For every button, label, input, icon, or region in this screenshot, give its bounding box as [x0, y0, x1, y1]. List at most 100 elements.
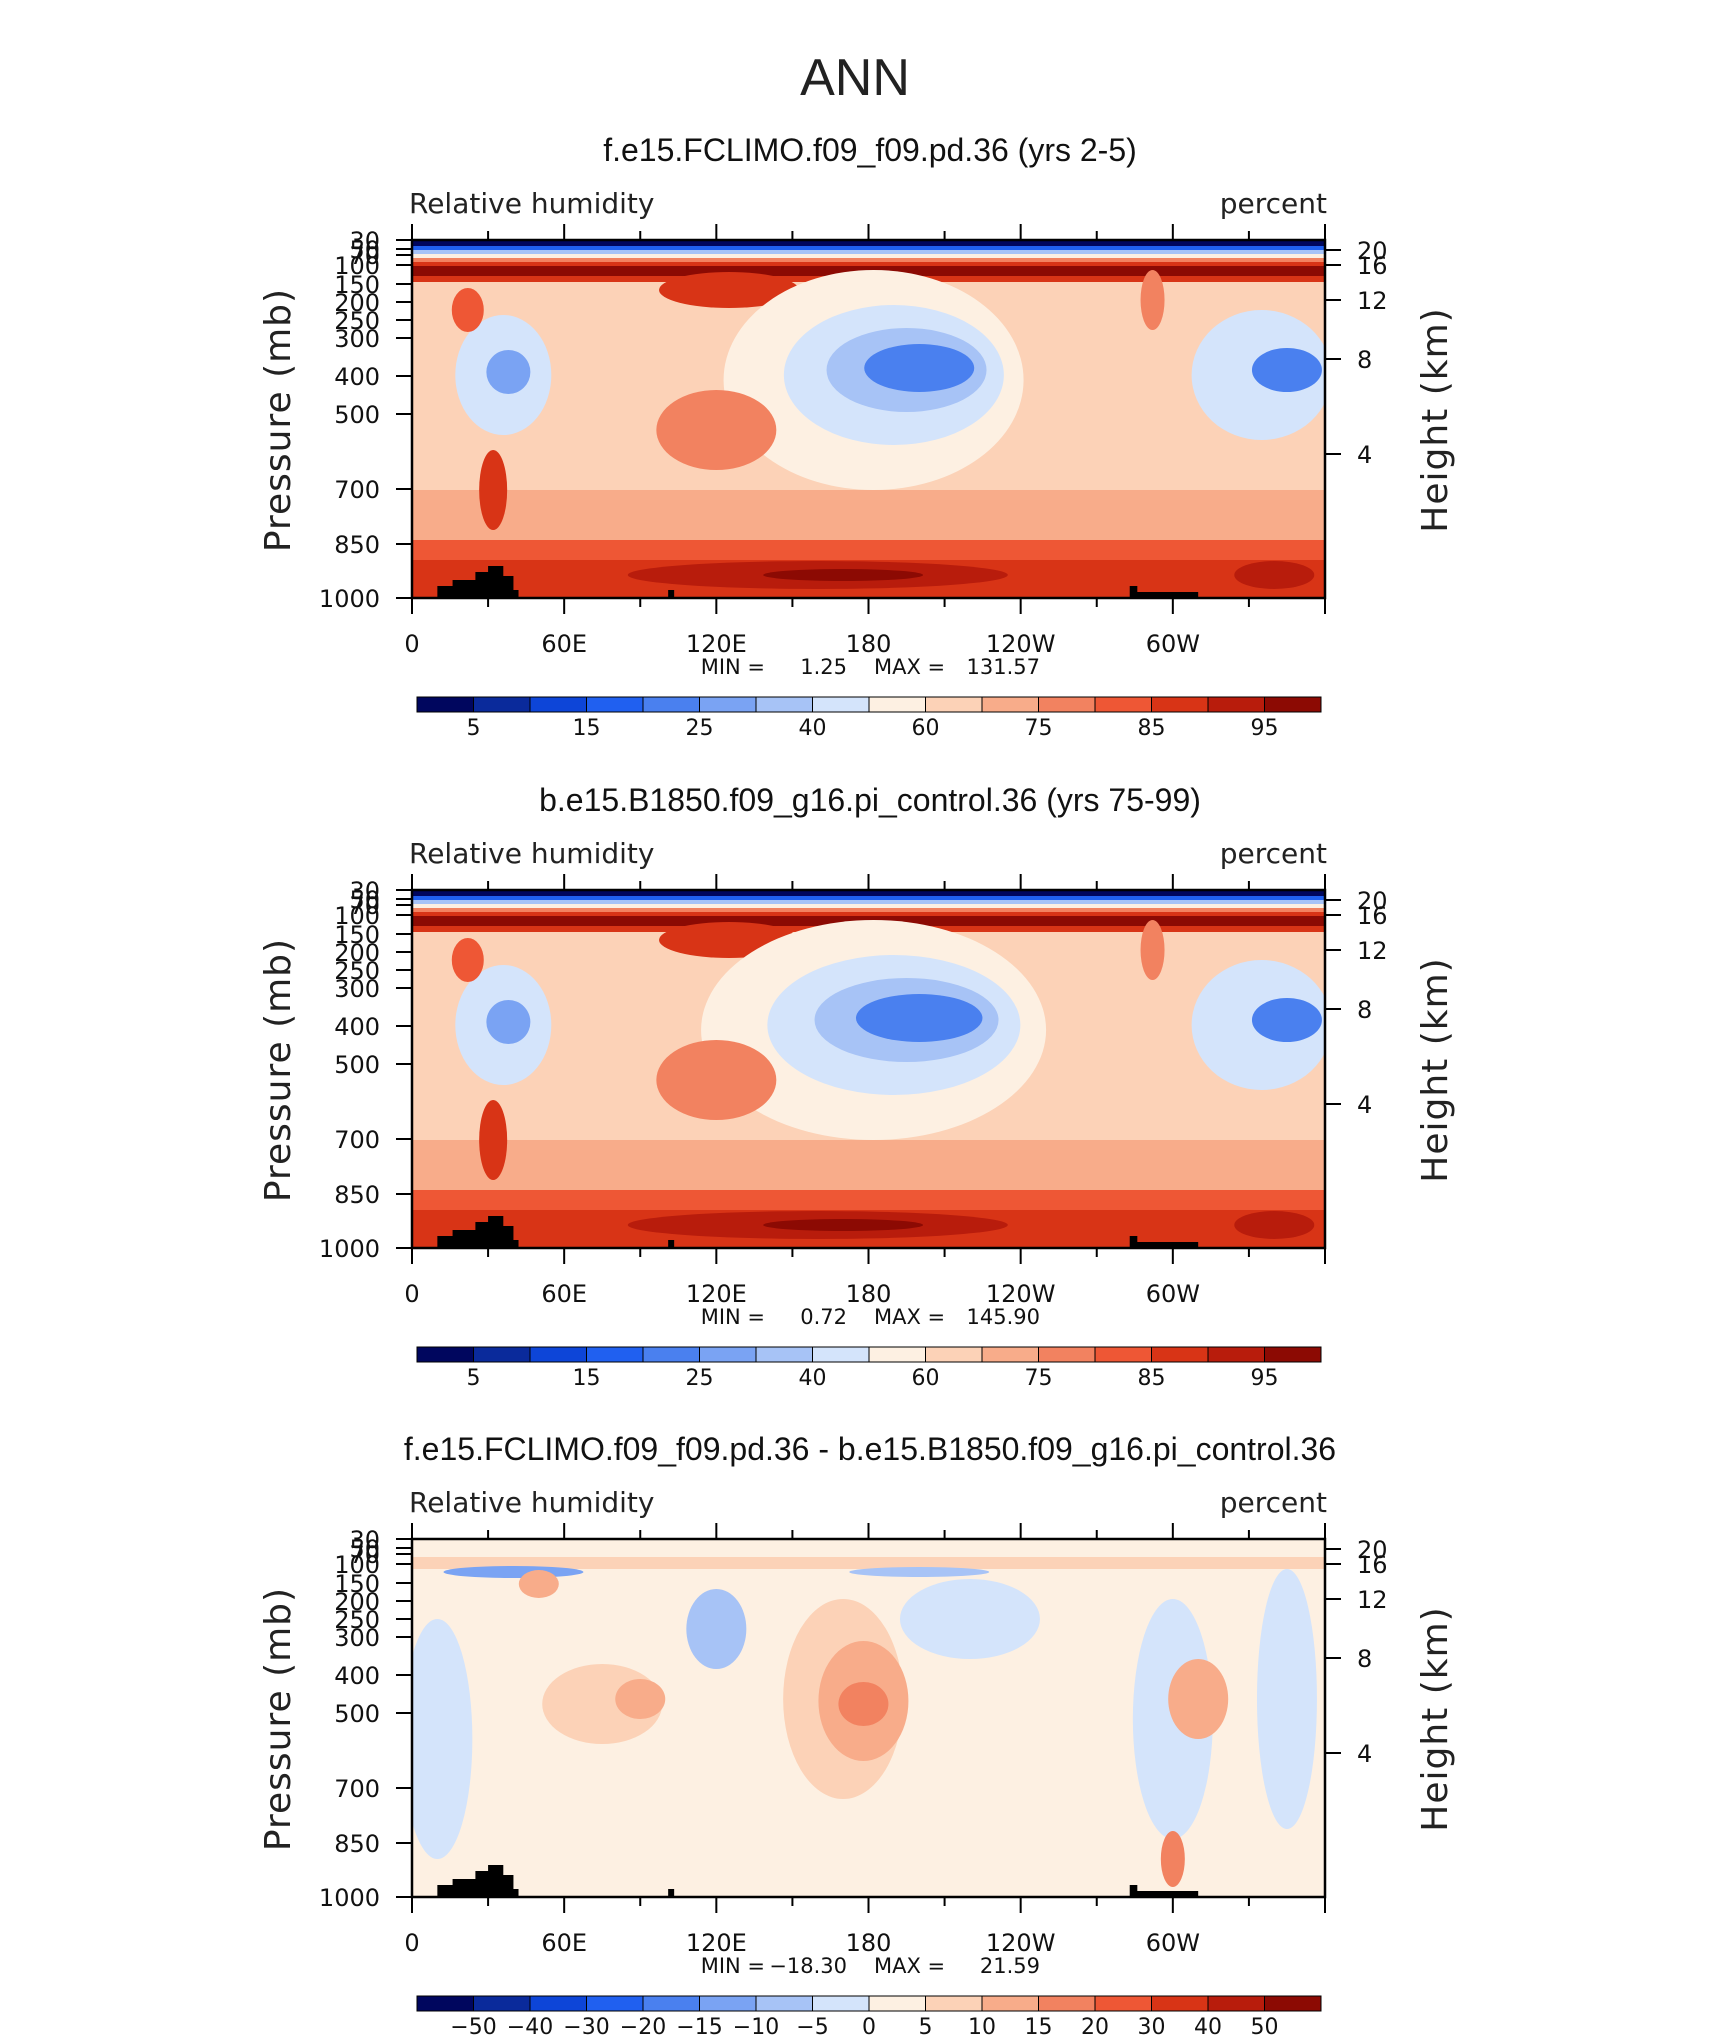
- y-tick-label: 200: [334, 939, 380, 967]
- y-tick-label: 700: [334, 476, 380, 504]
- colorbar-swatch: [586, 1995, 644, 2012]
- colorbar-label: 40: [799, 716, 827, 741]
- colorbar-swatch: [755, 1995, 813, 2012]
- colorbar-swatch: [755, 696, 813, 713]
- y-tick-label: 1000: [319, 585, 380, 613]
- colorbar-swatch: [981, 696, 1039, 713]
- colorbar-swatch: [1038, 1346, 1096, 1363]
- stat-max-label: MAX =: [874, 1305, 945, 1329]
- colorbar-swatch: [473, 1346, 531, 1363]
- field-moist-maritime: [656, 390, 777, 470]
- stat-max-value: 145.90: [967, 1305, 1040, 1329]
- colorbar-swatch: [1207, 1346, 1265, 1363]
- field-max-core-east: [1234, 1211, 1315, 1239]
- colorbar-label: 75: [1025, 716, 1053, 741]
- topography-andes: [1129, 1885, 1199, 1897]
- y-tick-label: 50: [349, 1535, 380, 1563]
- colorbar-swatch: [1207, 696, 1265, 713]
- colorbar-swatch: [642, 1346, 700, 1363]
- height-tick-label: 8: [1357, 1645, 1372, 1673]
- y-tick-label: 150: [334, 1570, 380, 1598]
- y-tick-label: 850: [334, 1830, 380, 1858]
- height-axis-label: Height (km): [1415, 307, 1456, 532]
- y-tick-label: 500: [334, 401, 380, 429]
- y-tick-label: 1000: [319, 1235, 380, 1263]
- stat-min-value: −18.30: [769, 1954, 847, 1978]
- colorbar-label: 95: [1251, 1366, 1279, 1391]
- colorbar-label: 5: [919, 2015, 933, 2038]
- units-label: percent: [1220, 1486, 1327, 1519]
- variable-label: Relative humidity: [409, 187, 654, 220]
- colorbar-swatch: [1207, 1995, 1265, 2012]
- field-neg-atlantic: [1256, 1569, 1317, 1829]
- colorbar-swatch: [642, 1995, 700, 2012]
- height-tick-label: 16: [1357, 252, 1388, 280]
- colorbar-swatch: [1094, 1995, 1152, 2012]
- x-tick-label: 60W: [1146, 1929, 1200, 1957]
- y-tick-label: 850: [334, 531, 380, 559]
- height-tick-label: 20: [1357, 237, 1388, 265]
- field-dry-pacific-core: [855, 994, 983, 1042]
- contour-field: [412, 890, 1325, 1248]
- stat-min-label: MIN =: [701, 1305, 765, 1329]
- height-tick-label: 12: [1357, 1586, 1388, 1614]
- field-dry-atlantic-core: [1251, 998, 1322, 1042]
- field-moist-amazon-up: [1140, 920, 1165, 980]
- field-pos-amazon-low: [1160, 1831, 1185, 1887]
- colorbar-swatch: [1264, 1995, 1322, 2012]
- stat-min-label: MIN =: [701, 1954, 765, 1978]
- colorbar-label: 95: [1251, 716, 1279, 741]
- y-tick-label: 300: [334, 325, 380, 353]
- stat-min-value: 0.72: [800, 1305, 847, 1329]
- panel-3: f.e15.FCLIMO.f09_f09.pd.36 - b.e15.B1850…: [258, 1431, 1456, 2038]
- y-tick-label: 700: [334, 1775, 380, 1803]
- stat-min-value: 1.25: [800, 655, 847, 679]
- y-axis-label: Pressure (mb): [258, 1587, 299, 1851]
- height-tick-label: 16: [1357, 902, 1388, 930]
- colorbar-swatch: [925, 1995, 983, 2012]
- panel-title: f.e15.FCLIMO.f09_f09.pd.36 (yrs 2-5): [603, 132, 1137, 168]
- colorbar-swatch: [755, 1346, 813, 1363]
- x-tick-label: 120W: [986, 630, 1056, 658]
- y-tick-label: 30: [349, 1526, 380, 1554]
- colorbar-swatch: [1038, 1995, 1096, 2012]
- colorbar: 5 15 25 40 60 75 85 95: [416, 1346, 1322, 1391]
- field-dry-africa-core: [486, 350, 531, 394]
- height-tick-label: 20: [1357, 1536, 1388, 1564]
- field-strat-dry-3: [412, 250, 1325, 254]
- topography-maritime: [668, 1889, 675, 1897]
- x-tick-label: 60E: [541, 1280, 587, 1308]
- height-tick-label: 12: [1357, 937, 1388, 965]
- stat-max-label: MAX =: [874, 655, 945, 679]
- field-upper-west-pacific: [659, 272, 800, 308]
- x-tick-label: 180: [846, 630, 892, 658]
- colorbar-label: −15: [676, 2015, 722, 2038]
- colorbar-swatch: [812, 1995, 870, 2012]
- height-tick-label: 4: [1357, 1091, 1372, 1119]
- units-label: percent: [1220, 187, 1327, 220]
- colorbar-swatch: [642, 696, 700, 713]
- field-strat-dry-5: [412, 258, 1325, 262]
- field-moist-africa-up: [451, 938, 484, 982]
- colorbar-swatch: [416, 1995, 474, 2012]
- height-axis-label: Height (km): [1415, 957, 1456, 1182]
- field-pos-amazon: [1168, 1659, 1229, 1739]
- y-tick-label: 250: [334, 1606, 380, 1634]
- colorbar-label: 60: [912, 1366, 940, 1391]
- colorbar-label: −10: [733, 2015, 779, 2038]
- colorbar-label: 75: [1025, 1366, 1053, 1391]
- field-strat-dry-2: [412, 896, 1325, 900]
- topography-africa: [437, 1865, 519, 1897]
- y-axis-label: Pressure (mb): [258, 938, 299, 1202]
- y-tick-label: 70: [349, 892, 380, 920]
- topography-maritime: [668, 1240, 675, 1248]
- colorbar-swatch: [812, 1346, 870, 1363]
- topography-andes: [1129, 586, 1199, 598]
- colorbar-label: 25: [686, 1366, 714, 1391]
- colorbar-swatch: [699, 1995, 757, 2012]
- y-tick-label: 250: [334, 307, 380, 335]
- colorbar-swatch: [416, 1346, 474, 1363]
- y-tick-label: 1000: [319, 1884, 380, 1912]
- y-tick-label: 70: [349, 1541, 380, 1569]
